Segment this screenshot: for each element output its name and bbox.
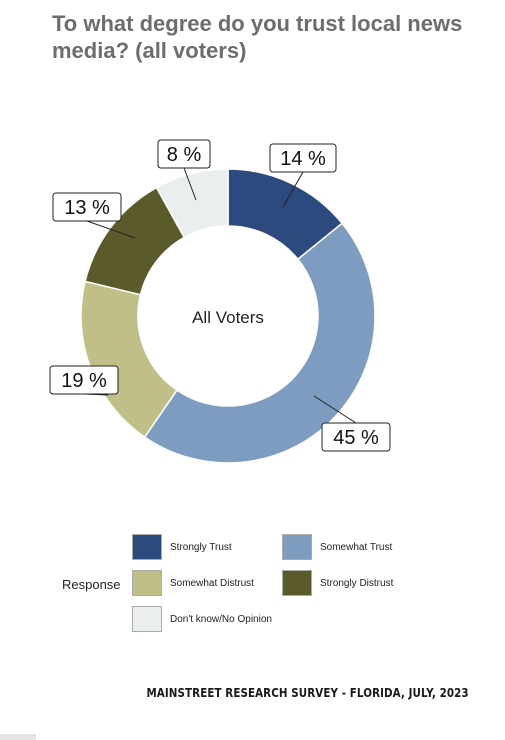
data-labels: 14 % 45 % 19 % 13 % 8 % (49, 139, 391, 452)
legend-label: Strongly Distrust (320, 577, 394, 589)
data-label-box (321, 422, 391, 452)
legend-label: Somewhat Trust (320, 541, 393, 553)
leader-line (183, 167, 197, 201)
legend-label: Don't know/No Opinion (170, 613, 272, 625)
leader-line (313, 395, 357, 424)
data-label: 13 % (64, 197, 110, 219)
leader-line (86, 220, 136, 239)
data-label: 19 % (61, 370, 107, 392)
data-label: 45 % (333, 427, 379, 449)
legend-item-dont-know: Don't know/No Opinion (132, 606, 272, 632)
legend-swatch (132, 606, 162, 632)
legend-item-somewhat-distrust: Somewhat Distrust (132, 570, 254, 596)
donut-slices (80, 168, 376, 464)
legend-swatch (282, 570, 312, 596)
data-label-box (157, 139, 211, 169)
legend-swatch (132, 534, 162, 560)
label-leader-lines (83, 167, 357, 424)
legend-label: Strongly Trust (170, 541, 232, 553)
legend-item-somewhat-trust: Somewhat Trust (282, 534, 392, 560)
data-label: 8 % (167, 144, 202, 166)
data-label: 14 % (280, 148, 326, 170)
data-label-box (49, 365, 119, 395)
legend-swatch (282, 534, 312, 560)
slice-don-t-know-no-opinion (155, 168, 229, 239)
legend-title: Response (62, 577, 121, 592)
source-footer: MAINSTREET RESEARCH SURVEY - FLORIDA, JU… (146, 686, 469, 700)
leader-line (282, 171, 304, 208)
legend-item-strongly-trust: Strongly Trust (132, 534, 232, 560)
data-label-box (52, 192, 122, 222)
corner-mark (0, 734, 36, 740)
legend-swatch (132, 570, 162, 596)
center-label: All Voters (192, 308, 264, 327)
legend-item-strongly-distrust: Strongly Distrust (282, 570, 393, 596)
slice-somewhat-trust (143, 222, 376, 464)
chart-title: To what degree do you trust local news m… (52, 11, 463, 63)
data-label-box (269, 143, 337, 173)
legend-label: Somewhat Distrust (170, 577, 254, 589)
